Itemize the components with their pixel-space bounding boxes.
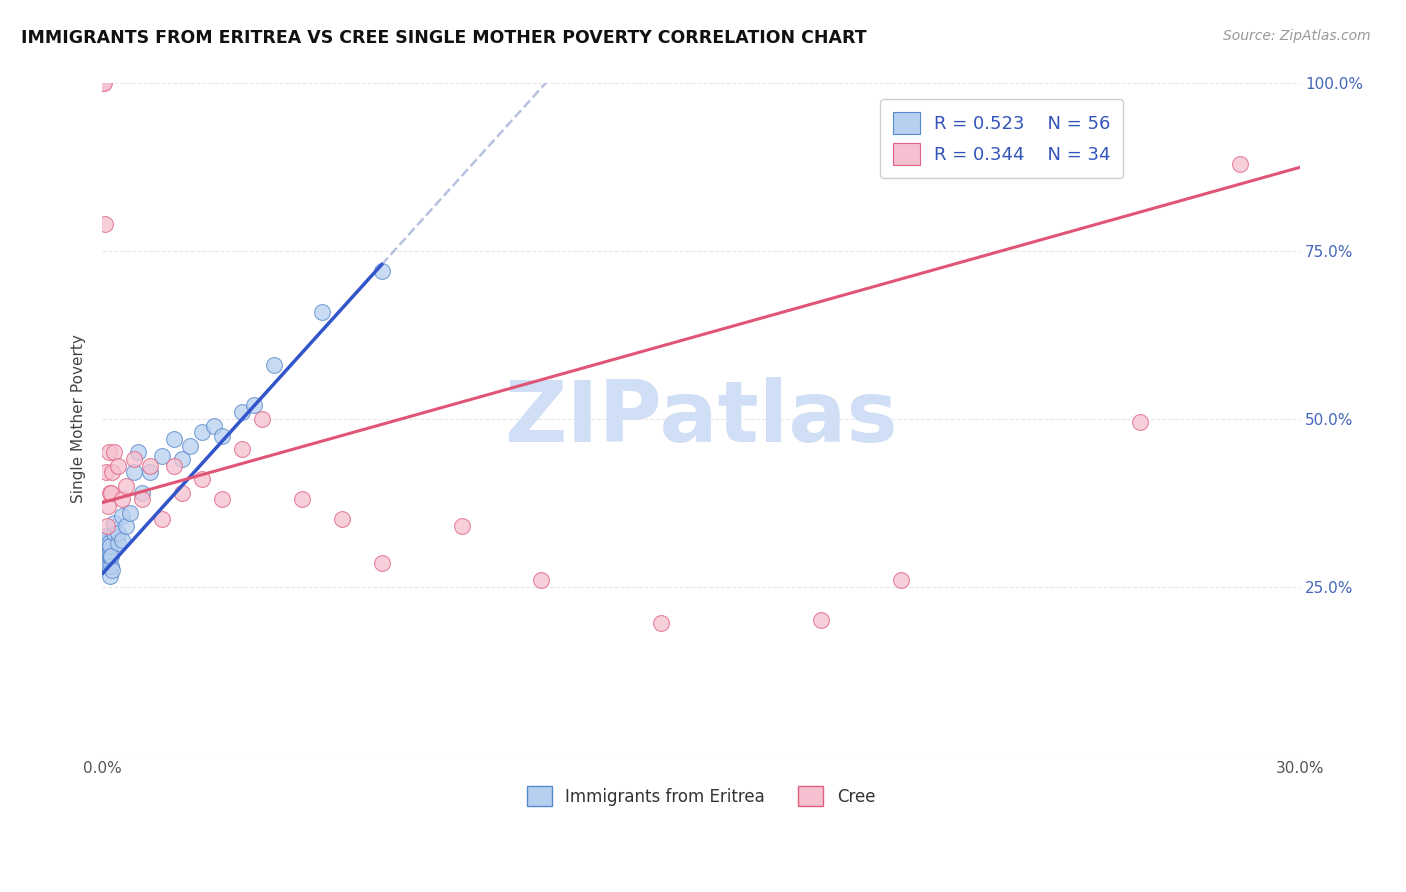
Point [103, 525, 125, 540]
Point [96, 546, 118, 560]
Point [98, 445, 121, 459]
Point [111, 509, 134, 524]
Point [96, 549, 118, 564]
Point [163, 432, 186, 446]
Point [93, 556, 115, 570]
Point [890, 573, 912, 587]
Point [94, 539, 117, 553]
Point [250, 412, 273, 426]
Point [96, 519, 118, 533]
Point [330, 512, 353, 526]
Point [202, 418, 225, 433]
Point [98, 539, 121, 553]
Point [179, 439, 201, 453]
Point [98, 569, 121, 583]
Text: IMMIGRANTS FROM ERITREA VS CREE SINGLE MOTHER POVERTY CORRELATION CHART: IMMIGRANTS FROM ERITREA VS CREE SINGLE M… [21, 29, 866, 46]
Point [107, 536, 129, 550]
Point [93, 542, 115, 557]
Point [115, 519, 138, 533]
Point [96, 552, 118, 566]
Point [96, 556, 118, 570]
Y-axis label: Single Mother Poverty: Single Mother Poverty [72, 334, 86, 503]
Point [139, 466, 162, 480]
Point [131, 485, 153, 500]
Point [97, 552, 120, 566]
Point [122, 452, 145, 467]
Point [370, 264, 392, 278]
Point [94, 536, 117, 550]
Point [96, 529, 118, 543]
Point [101, 466, 124, 480]
Point [131, 492, 153, 507]
Point [103, 445, 125, 459]
Point [810, 613, 832, 627]
Point [103, 516, 125, 530]
Point [98, 539, 121, 553]
Point [107, 525, 129, 540]
Point [98, 485, 121, 500]
Point [94, 546, 117, 560]
Point [111, 533, 134, 547]
Point [1129, 415, 1152, 429]
Point [291, 492, 314, 507]
Point [170, 452, 193, 467]
Point [93, 77, 115, 91]
Point [370, 556, 392, 570]
Point [101, 563, 124, 577]
Point [97, 546, 120, 560]
Point [93, 77, 115, 91]
Point [450, 519, 472, 533]
Point [93, 549, 115, 564]
Point [650, 616, 672, 631]
Point [211, 492, 233, 507]
Point [98, 546, 121, 560]
Point [263, 358, 285, 372]
Point [96, 542, 118, 557]
Point [150, 512, 173, 526]
Point [107, 458, 129, 473]
Point [94, 217, 117, 231]
Legend: Immigrants from Eritrea, Cree: Immigrants from Eritrea, Cree [520, 780, 882, 813]
Text: ZIPatlas: ZIPatlas [505, 377, 898, 460]
Point [100, 559, 122, 574]
Point [1229, 157, 1251, 171]
Point [96, 466, 118, 480]
Point [97, 559, 120, 574]
Point [97, 539, 120, 553]
Point [170, 485, 193, 500]
Point [139, 458, 162, 473]
Point [98, 549, 121, 564]
Point [311, 304, 333, 318]
Point [163, 458, 186, 473]
Point [97, 499, 120, 513]
Point [93, 533, 115, 547]
Point [127, 445, 149, 459]
Point [100, 485, 122, 500]
Point [530, 573, 553, 587]
Point [211, 428, 233, 442]
Point [231, 405, 253, 419]
Point [93, 539, 115, 553]
Text: Source: ZipAtlas.com: Source: ZipAtlas.com [1223, 29, 1371, 43]
Point [191, 425, 214, 440]
Point [122, 466, 145, 480]
Point [91, 542, 114, 557]
Point [96, 536, 118, 550]
Point [191, 472, 214, 486]
Point [243, 398, 266, 412]
Point [231, 442, 253, 456]
Point [150, 449, 173, 463]
Point [96, 542, 118, 557]
Point [94, 549, 117, 564]
Point [111, 492, 134, 507]
Point [97, 549, 120, 564]
Point [100, 549, 122, 564]
Point [98, 536, 121, 550]
Point [120, 506, 142, 520]
Point [115, 479, 138, 493]
